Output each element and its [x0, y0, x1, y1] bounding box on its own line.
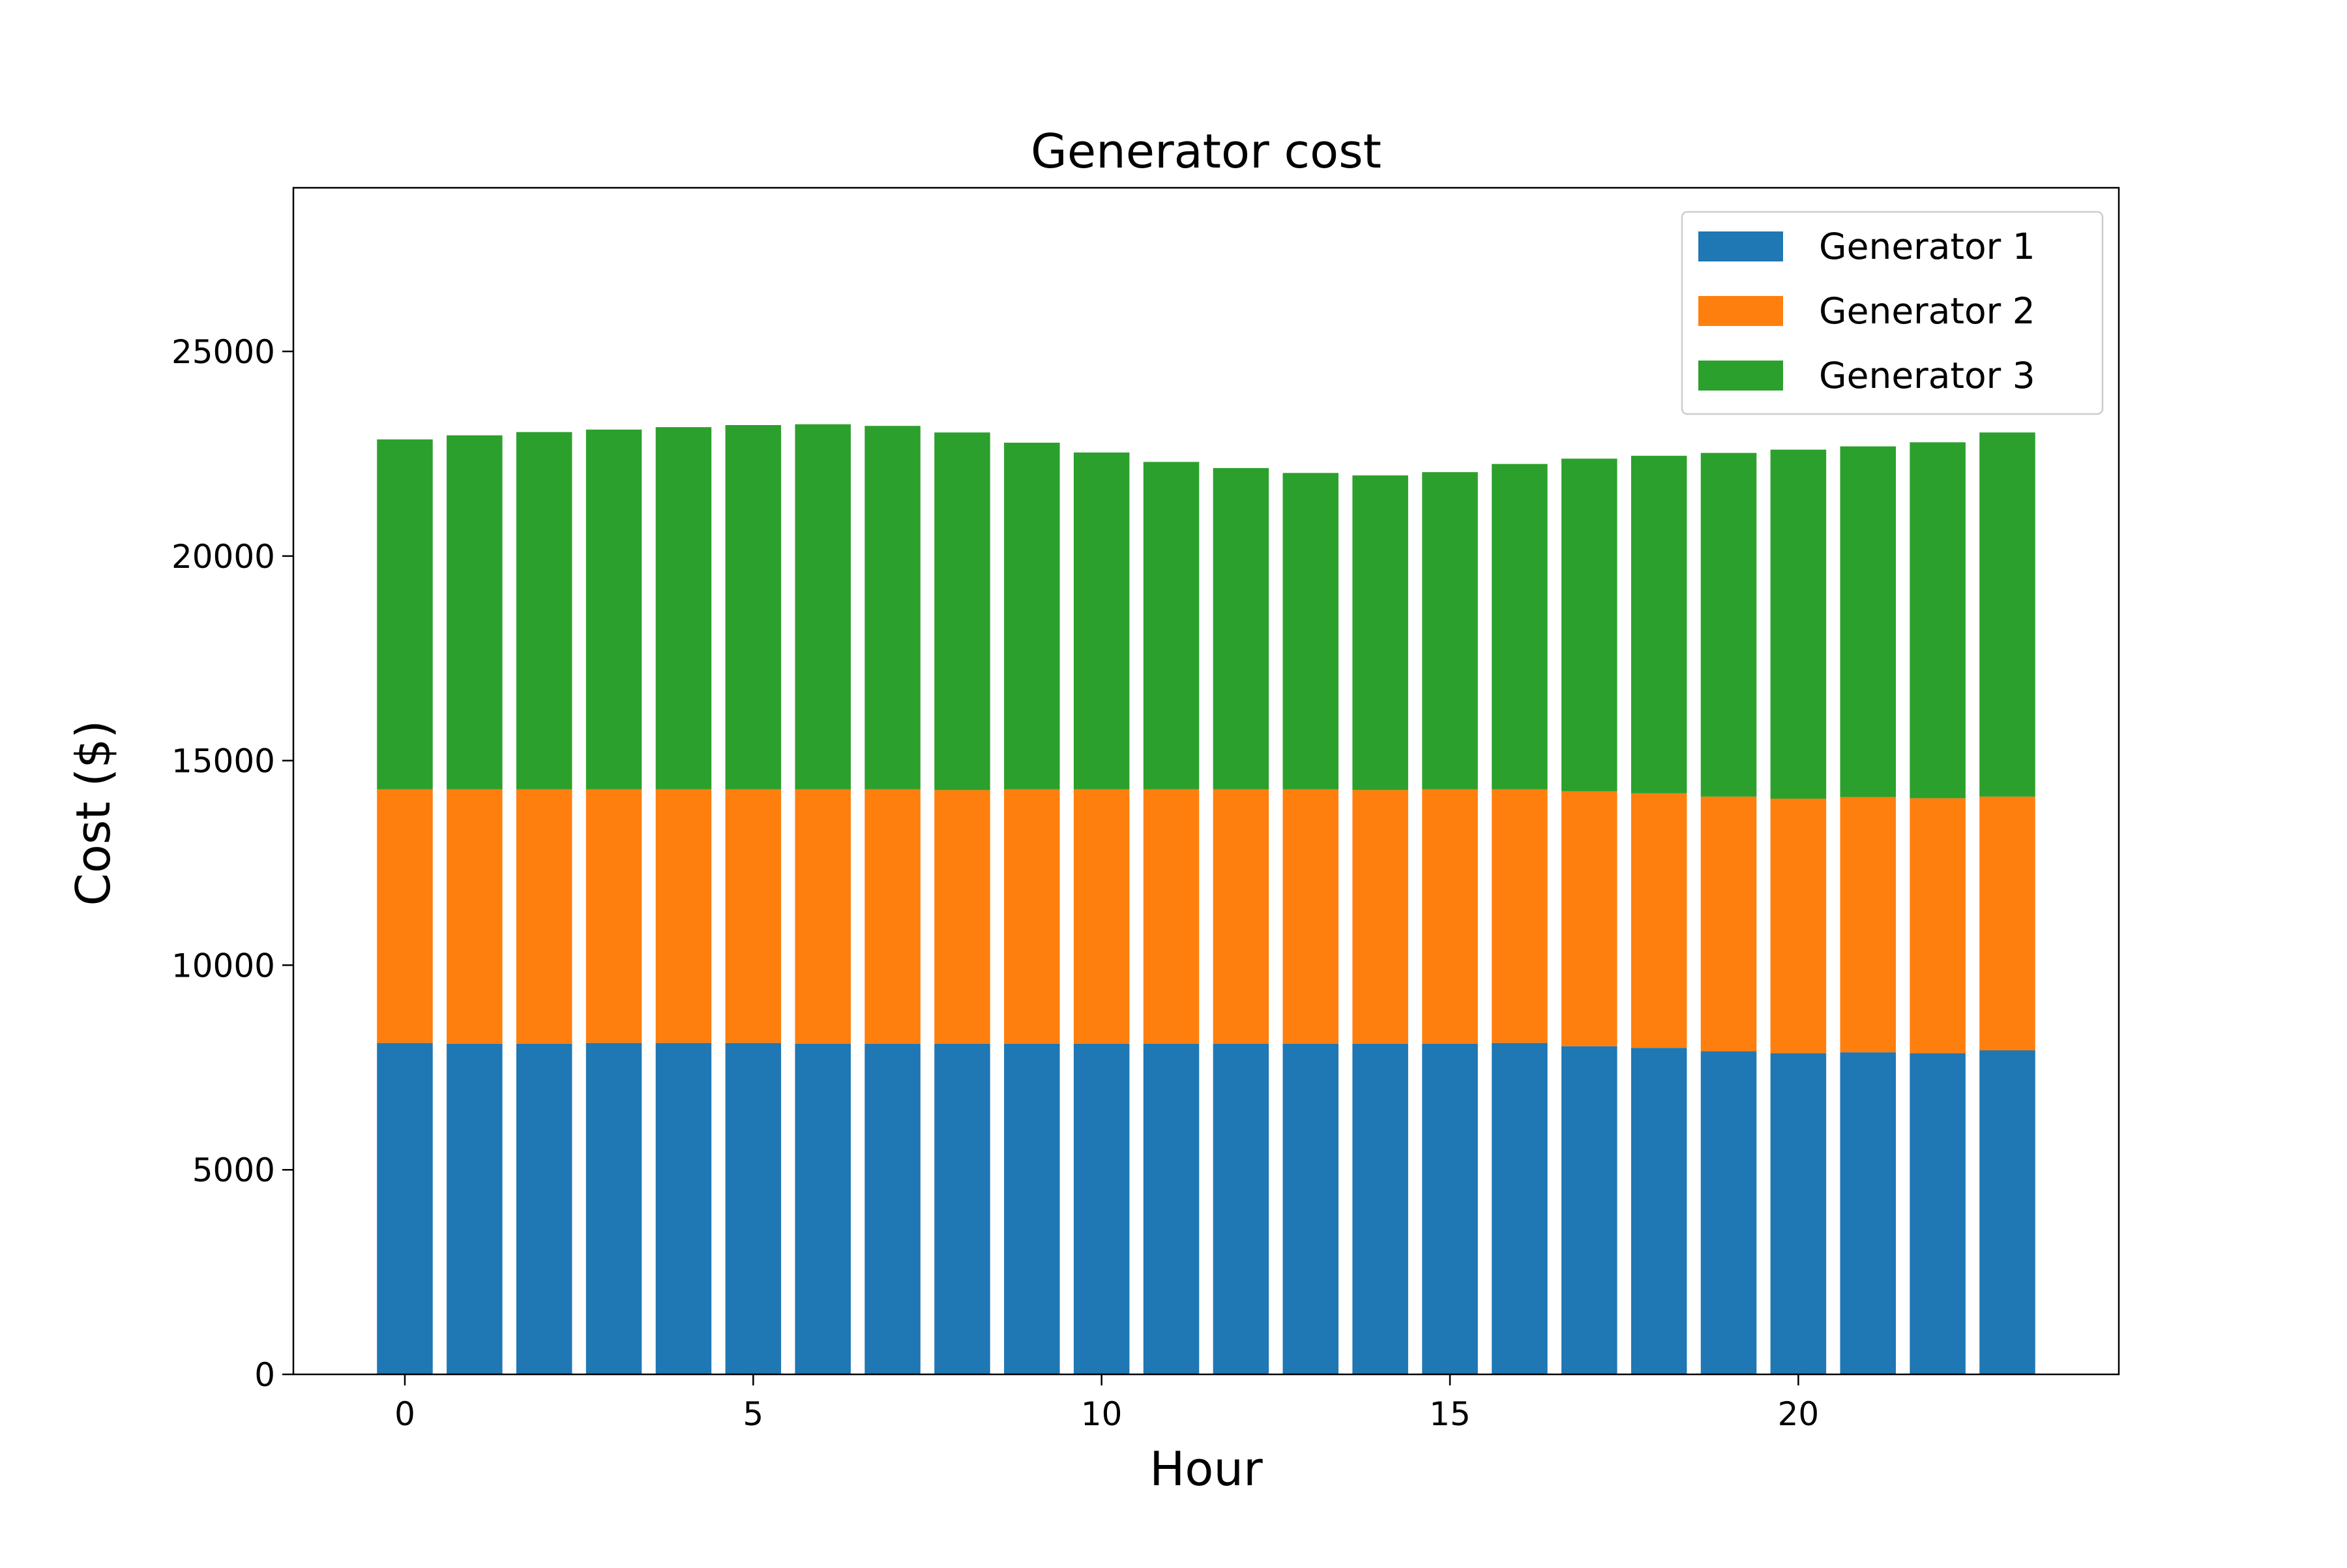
bar-generator-1-hour-21: [1840, 1052, 1897, 1374]
bar-generator-1-hour-19: [1700, 1051, 1757, 1374]
bar-generator-1-hour-3: [585, 1043, 642, 1374]
bar-generator-3-hour-8: [934, 432, 990, 790]
bar-generator-2-hour-17: [1561, 791, 1617, 1046]
bar-generator-1-hour-12: [1213, 1043, 1269, 1374]
bar-generator-3-hour-15: [1422, 472, 1478, 790]
bar-generator-3-hour-21: [1840, 446, 1897, 797]
bar-generator-3-hour-7: [864, 426, 921, 790]
bar-generator-2-hour-13: [1282, 789, 1339, 1044]
bar-generator-1-hour-22: [1910, 1053, 1966, 1374]
bars-layer: [377, 424, 2035, 1374]
bar-generator-3-hour-12: [1213, 467, 1269, 790]
bar-generator-2-hour-0: [377, 789, 433, 1043]
bar-generator-1-hour-7: [864, 1043, 921, 1374]
bar-generator-2-hour-14: [1352, 790, 1408, 1044]
bar-generator-2-hour-19: [1700, 796, 1757, 1052]
bar-generator-3-hour-6: [795, 424, 851, 790]
bar-generator-2-hour-11: [1143, 789, 1200, 1044]
bar-generator-1-hour-6: [795, 1043, 851, 1374]
bar-generator-1-hour-10: [1073, 1043, 1130, 1374]
bar-generator-2-hour-10: [1073, 789, 1130, 1044]
y-tick-label: 0: [254, 1356, 275, 1394]
legend-label-generator-2: Generator 2: [1819, 290, 2035, 332]
y-axis-label: Cost ($): [66, 720, 121, 906]
x-tick-label: 20: [1778, 1395, 1820, 1433]
y-tick-label: 20000: [171, 538, 275, 576]
bar-generator-3-hour-11: [1143, 462, 1200, 790]
bar-generator-3-hour-10: [1073, 452, 1130, 790]
legend-swatch-generator-3: [1698, 361, 1783, 391]
legend: Generator 1 Generator 2 Generator 3: [1681, 211, 2104, 415]
bar-generator-2-hour-5: [725, 789, 782, 1043]
bar-generator-3-hour-19: [1700, 452, 1757, 797]
bar-generator-2-hour-16: [1492, 789, 1548, 1043]
bar-generator-1-hour-2: [516, 1043, 572, 1374]
axes-layer: 0 5 10 15 20 0 5000 10000 15000 20000 25000: [171, 186, 2120, 1433]
bar-generator-2-hour-4: [655, 789, 712, 1043]
bar-generator-3-hour-20: [1770, 449, 1827, 799]
bar-generator-1-hour-13: [1282, 1043, 1339, 1374]
bar-generator-2-hour-8: [934, 790, 990, 1044]
bar-generator-1-hour-16: [1492, 1043, 1548, 1374]
bar-generator-2-hour-21: [1840, 797, 1897, 1053]
chart-title: Generator cost: [1031, 124, 1381, 179]
bar-generator-3-hour-16: [1492, 464, 1548, 790]
bar-generator-1-hour-18: [1631, 1048, 1687, 1374]
bar-generator-3-hour-4: [655, 427, 712, 790]
bar-generator-1-hour-17: [1561, 1046, 1617, 1374]
bar-generator-2-hour-7: [864, 789, 921, 1044]
bar-generator-3-hour-0: [377, 439, 433, 790]
y-tick-label: 5000: [192, 1151, 275, 1189]
bar-generator-3-hour-9: [1004, 442, 1060, 790]
bar-generator-2-hour-23: [1979, 796, 2035, 1050]
legend-label-generator-1: Generator 1: [1819, 226, 2035, 267]
bar-generator-2-hour-3: [585, 789, 642, 1043]
bar-generator-3-hour-13: [1282, 473, 1339, 790]
bar-generator-1-hour-15: [1422, 1043, 1478, 1374]
legend-swatch-generator-1: [1698, 231, 1783, 261]
y-tick-label: 10000: [171, 947, 275, 984]
legend-swatch-generator-2: [1698, 296, 1783, 326]
bar-generator-2-hour-15: [1422, 789, 1478, 1044]
x-tick-label: 15: [1429, 1395, 1471, 1433]
bar-generator-1-hour-5: [725, 1043, 782, 1374]
bar-generator-2-hour-22: [1910, 798, 1966, 1054]
bar-generator-3-hour-1: [447, 435, 503, 790]
bar-generator-2-hour-20: [1770, 798, 1827, 1054]
bar-generator-2-hour-18: [1631, 793, 1687, 1048]
bar-generator-3-hour-5: [725, 425, 782, 790]
bar-generator-3-hour-18: [1631, 456, 1687, 793]
bar-generator-3-hour-17: [1561, 458, 1617, 791]
bar-generator-3-hour-2: [516, 432, 572, 790]
bar-generator-3-hour-14: [1352, 475, 1408, 790]
bar-generator-1-hour-0: [377, 1043, 433, 1374]
bar-generator-2-hour-9: [1004, 789, 1060, 1044]
bar-generator-1-hour-20: [1770, 1053, 1827, 1374]
y-tick-label: 25000: [171, 333, 275, 371]
x-axis-label: Hour: [1149, 1442, 1263, 1496]
legend-label-generator-3: Generator 3: [1819, 355, 2035, 396]
bar-generator-3-hour-23: [1979, 432, 2035, 797]
x-tick-label: 5: [743, 1395, 763, 1433]
bar-generator-2-hour-1: [447, 789, 503, 1044]
bar-generator-1-hour-9: [1004, 1043, 1060, 1374]
bar-generator-1-hour-4: [655, 1043, 712, 1374]
bar-generator-2-hour-12: [1213, 789, 1269, 1044]
bar-generator-1-hour-11: [1143, 1043, 1200, 1374]
bar-generator-1-hour-1: [447, 1043, 503, 1374]
bar-generator-3-hour-3: [585, 429, 642, 790]
bar-generator-2-hour-2: [516, 789, 572, 1044]
legend-box: [1681, 211, 2104, 415]
bar-generator-1-hour-14: [1352, 1043, 1408, 1374]
bar-generator-1-hour-23: [1979, 1050, 2035, 1374]
x-tick-label: 0: [394, 1395, 415, 1433]
y-tick-label: 15000: [171, 743, 275, 780]
bar-generator-1-hour-8: [934, 1043, 990, 1374]
bar-generator-3-hour-22: [1910, 442, 1966, 799]
bar-generator-2-hour-6: [795, 789, 851, 1044]
x-tick-label: 10: [1081, 1395, 1123, 1433]
plot-frame: [292, 186, 2120, 1376]
